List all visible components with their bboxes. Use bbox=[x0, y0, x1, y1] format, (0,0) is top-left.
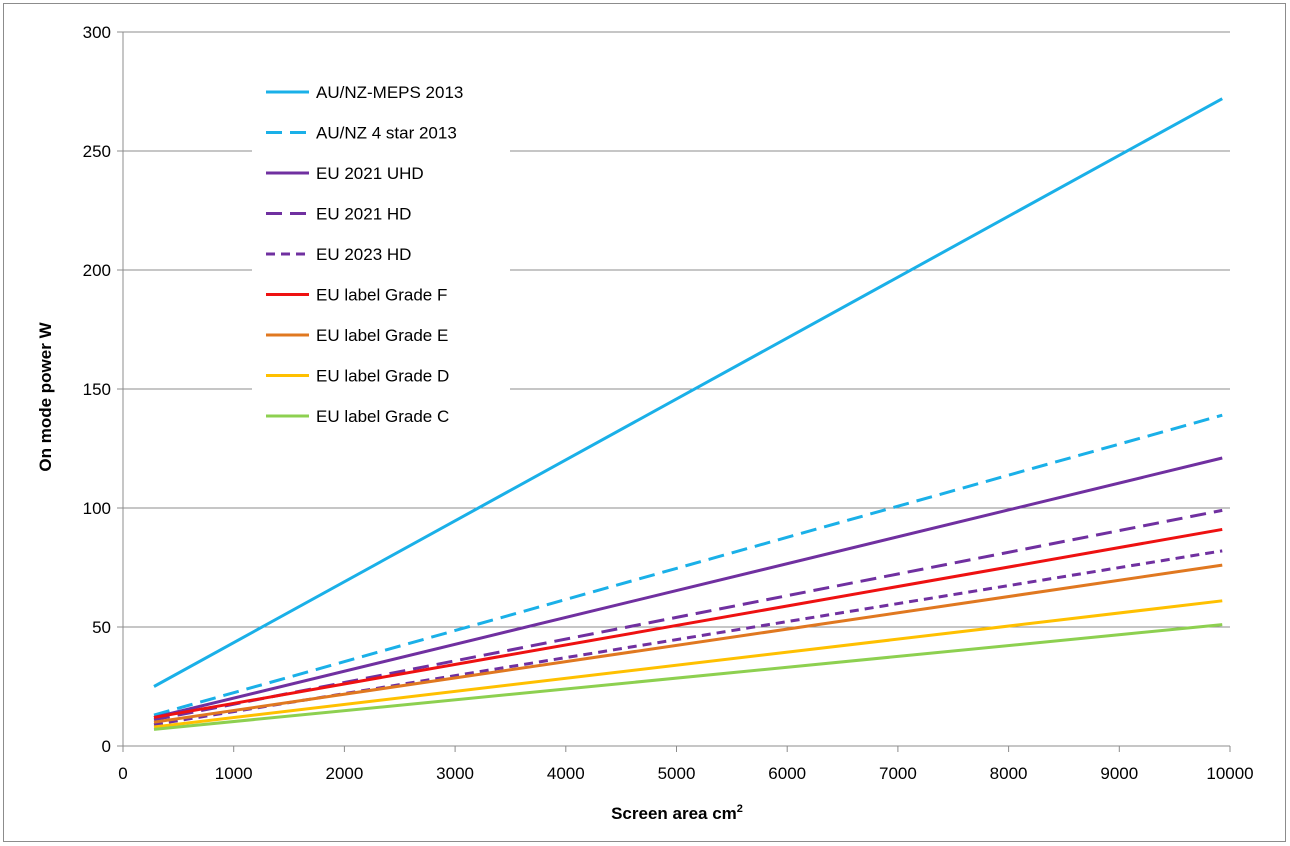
y-tick-label-300: 300 bbox=[83, 23, 111, 42]
series-line-eu-label-grade-e bbox=[153, 563, 1223, 724]
series-line-eu-label-grade-c bbox=[153, 623, 1223, 731]
x-tick-label-5000: 5000 bbox=[658, 764, 696, 783]
legend-label-eu-label-grade-e: EU label Grade E bbox=[316, 326, 448, 345]
x-tick-label-9000: 9000 bbox=[1100, 764, 1138, 783]
x-tick-label-6000: 6000 bbox=[768, 764, 806, 783]
x-tick-label-1000: 1000 bbox=[215, 764, 253, 783]
legend-label-au-nz-4-star-2013: AU/NZ 4 star 2013 bbox=[316, 124, 457, 143]
legend-item-eu-label-grade-d: EU label Grade D bbox=[266, 367, 449, 386]
legend-label-eu-label-grade-d: EU label Grade D bbox=[316, 367, 449, 386]
y-tick-label-50: 50 bbox=[92, 618, 111, 637]
series-layer bbox=[153, 97, 1223, 731]
legend-label-eu-2023-hd: EU 2023 HD bbox=[316, 245, 411, 264]
legend-item-eu-2023-hd: EU 2023 HD bbox=[266, 245, 411, 264]
y-tick-label-200: 200 bbox=[83, 261, 111, 280]
legend-item-eu-2021-hd: EU 2021 HD bbox=[266, 205, 411, 224]
y-tick-label-250: 250 bbox=[83, 142, 111, 161]
x-tick-label-8000: 8000 bbox=[990, 764, 1028, 783]
x-tick-label-3000: 3000 bbox=[436, 764, 474, 783]
legend-label-eu-2021-uhd: EU 2021 UHD bbox=[316, 164, 424, 183]
y-tick-label-0: 0 bbox=[102, 737, 111, 756]
legend-item-eu-2021-uhd: EU 2021 UHD bbox=[266, 164, 424, 183]
x-tick-label-0: 0 bbox=[118, 764, 127, 783]
x-tick-label-10000: 10000 bbox=[1206, 764, 1253, 783]
legend-item-eu-label-grade-e: EU label Grade E bbox=[266, 326, 448, 345]
legend-item-au-nz-meps-2013: AU/NZ-MEPS 2013 bbox=[266, 83, 463, 102]
x-axis-title: Screen area cm2 bbox=[611, 803, 743, 823]
legend-label-eu-label-grade-c: EU label Grade C bbox=[316, 407, 449, 426]
y-tick-label-100: 100 bbox=[83, 499, 111, 518]
x-tick-label-2000: 2000 bbox=[325, 764, 363, 783]
series-line-eu-label-grade-d bbox=[153, 599, 1223, 729]
series-line-au-nz-4-star-2013 bbox=[153, 413, 1223, 717]
legend-label-eu-label-grade-f: EU label Grade F bbox=[316, 286, 447, 305]
y-axis-title: On mode power W bbox=[36, 321, 55, 471]
chart-frame bbox=[3, 3, 1286, 842]
legend-label-au-nz-meps-2013: AU/NZ-MEPS 2013 bbox=[316, 83, 463, 102]
legend-label-eu-2021-hd: EU 2021 HD bbox=[316, 205, 411, 224]
x-axis-title-superscript: 2 bbox=[737, 803, 743, 815]
legend-item-eu-label-grade-f: EU label Grade F bbox=[266, 286, 447, 305]
series-line-eu-label-grade-f bbox=[153, 527, 1223, 719]
legend-item-eu-label-grade-c: EU label Grade C bbox=[266, 407, 449, 426]
legend-item-au-nz-4-star-2013: AU/NZ 4 star 2013 bbox=[266, 124, 457, 143]
legend: AU/NZ-MEPS 2013 AU/NZ 4 star 2013 EU 2021 … bbox=[252, 72, 510, 447]
x-tick-label-4000: 4000 bbox=[547, 764, 585, 783]
legend-box bbox=[252, 72, 510, 447]
series-line-au-nz-meps-2013 bbox=[153, 97, 1223, 688]
x-tick-label-7000: 7000 bbox=[879, 764, 917, 783]
y-tick-label-150: 150 bbox=[83, 380, 111, 399]
series-line-eu-2021-uhd bbox=[153, 456, 1223, 719]
